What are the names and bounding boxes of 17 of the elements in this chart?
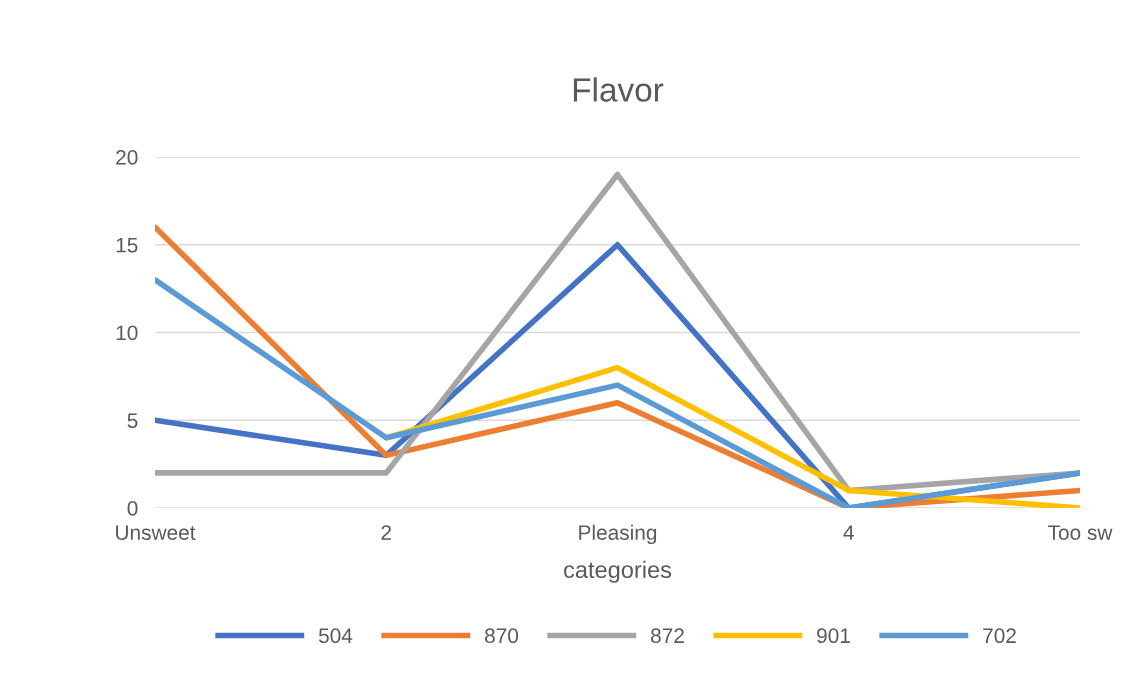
y-tick-label: 0 xyxy=(127,501,138,516)
chart-title: Flavor xyxy=(573,77,664,102)
y-tick-label: 20 xyxy=(116,150,138,165)
x-tick-label: Too sw xyxy=(1048,525,1113,540)
x-tick-label: 4 xyxy=(843,525,854,540)
y-tick-label: 10 xyxy=(116,325,138,341)
y-tick-label: 15 xyxy=(116,237,138,253)
legend-label: 870 xyxy=(485,628,519,644)
x-axis-title: categories xyxy=(564,560,672,583)
legend-label: 702 xyxy=(983,628,1016,644)
y-tick-label: 5 xyxy=(127,413,138,428)
legend-label: 872 xyxy=(651,628,684,644)
x-tick-label: 2 xyxy=(381,525,391,540)
legend-label: 901 xyxy=(817,628,850,644)
x-tick-label: Unsweet xyxy=(116,525,196,540)
x-tick-label: Pleasing xyxy=(579,524,657,545)
legend-label: 504 xyxy=(318,628,353,644)
